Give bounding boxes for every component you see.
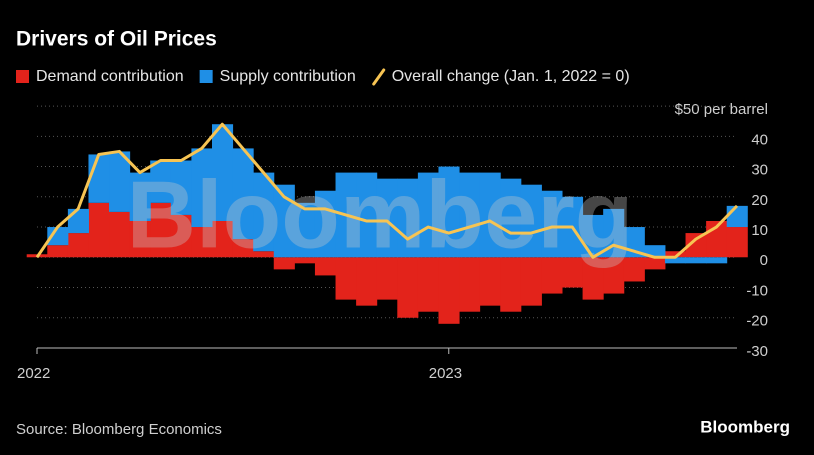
bar-segment <box>129 172 151 221</box>
bar-segment <box>500 178 522 258</box>
bar-segment <box>47 245 69 258</box>
bar-segment <box>438 257 460 324</box>
bar-segment <box>582 214 604 258</box>
bar-segment <box>726 205 748 228</box>
bar-segment <box>150 160 172 203</box>
bar-segment <box>541 190 563 258</box>
watermark: Bloomberg <box>127 161 634 268</box>
bar-segment <box>397 257 419 318</box>
y-tick-label: 20 <box>751 192 768 209</box>
y-tick-label: 40 <box>751 131 768 148</box>
y-tick-label: -10 <box>746 282 768 299</box>
bar-segment <box>67 233 89 258</box>
bar-segment <box>253 251 275 258</box>
bar-segment <box>459 257 481 312</box>
bar-segment <box>191 227 213 258</box>
bar-segment <box>232 148 254 240</box>
bar-segment <box>685 233 707 258</box>
bar-segment <box>88 154 110 203</box>
bar-segment <box>232 239 254 258</box>
legend-label: Demand contribution <box>36 68 184 85</box>
bar-segment <box>376 178 398 258</box>
bar-segment <box>212 124 234 221</box>
bar-segment <box>88 202 110 258</box>
source: Source: Bloomberg Economics <box>16 421 222 438</box>
bar-segment <box>520 257 542 306</box>
bar-segment <box>520 184 542 258</box>
bar-segment <box>726 227 748 258</box>
y-tick-label: 0 <box>760 252 768 269</box>
bar-segment <box>170 160 192 215</box>
bar-segment <box>109 151 131 212</box>
legend-swatch <box>372 68 386 86</box>
bar-segment <box>438 166 460 258</box>
y-tick-label: 30 <box>751 162 768 179</box>
bar-segment <box>356 172 378 258</box>
x-tick-label: 2022 <box>17 365 50 382</box>
logo: Bloomberg <box>700 417 790 436</box>
bar-segment <box>541 257 563 294</box>
bar-segment <box>191 148 213 228</box>
bar-segment <box>417 257 439 312</box>
bar-segment <box>356 257 378 306</box>
bar-segment <box>459 172 481 258</box>
chart-title: Drivers of Oil Prices <box>16 28 217 51</box>
bar-segment <box>417 172 439 258</box>
bar-segment <box>109 211 131 258</box>
y-tick-label: -30 <box>746 343 768 360</box>
bar-segment <box>664 257 687 264</box>
bar-segment <box>170 214 192 258</box>
legend-swatch <box>16 70 29 83</box>
bar-segment <box>314 190 337 258</box>
bar-segment <box>623 257 645 282</box>
bar-segment <box>273 184 295 258</box>
bar-segment <box>376 257 398 300</box>
bar-segment <box>253 172 275 252</box>
y-tick-label: 10 <box>751 222 768 239</box>
legend-label: Overall change (Jan. 1, 2022 = 0) <box>392 68 630 85</box>
legend-swatch <box>199 70 213 83</box>
y-tick-label: $50 per barrel <box>675 101 768 118</box>
bar-segment <box>314 257 337 276</box>
bar-segment <box>562 257 584 288</box>
bar-segment <box>582 257 604 300</box>
bar-segment <box>706 257 728 264</box>
legend-label: Supply contribution <box>220 68 356 85</box>
bar-segment <box>603 208 625 258</box>
bar-segment <box>479 257 501 306</box>
bar-segment <box>644 257 666 270</box>
bar-segment <box>500 257 522 312</box>
bar-segment <box>150 202 172 258</box>
bar-segment <box>273 257 295 270</box>
bar-segment <box>67 208 89 234</box>
bar-segment <box>129 220 151 258</box>
bar-segment <box>685 257 707 264</box>
bar-segment <box>294 257 316 264</box>
bar-segment <box>212 220 234 258</box>
y-tick-label: -20 <box>746 313 768 330</box>
bar-segment <box>664 251 687 258</box>
bar-segment <box>335 257 357 300</box>
bar-segment <box>47 227 69 246</box>
overall-line <box>35 122 739 259</box>
x-tick-label: 2023 <box>429 365 462 382</box>
bar-segment <box>603 257 625 294</box>
bar-segment <box>294 202 316 258</box>
bar-segment <box>479 172 501 258</box>
